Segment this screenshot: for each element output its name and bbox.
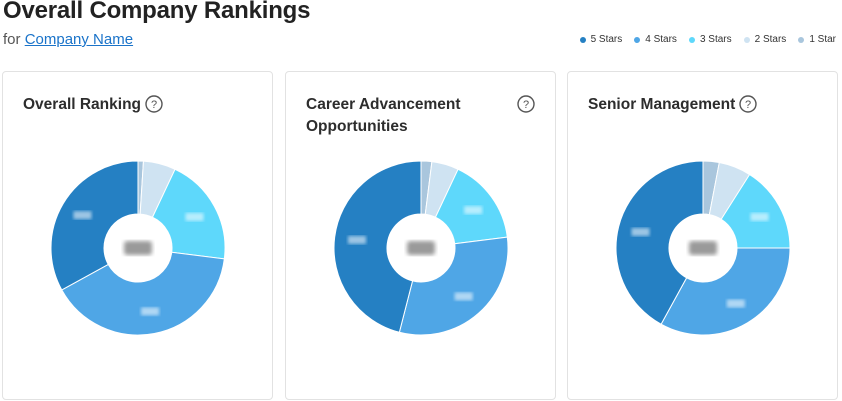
donut-slice-5-stars[interactable] (615, 160, 704, 325)
obscured-center-score (124, 241, 152, 255)
subtitle-prefix: for (3, 31, 21, 48)
card-title: Overall Ranking (23, 96, 142, 113)
legend-dot-icon (798, 36, 805, 43)
obscured-slice-label (348, 235, 367, 244)
question-circle-icon[interactable]: ? (145, 95, 163, 113)
card-senior-management: Senior Management ? (567, 71, 838, 400)
svg-text:?: ? (523, 99, 529, 111)
page-title: Overall Company Rankings (3, 0, 311, 24)
chart-legend: 5 Stars 4 Stars 3 Stars 2 Stars 1 Star (579, 34, 836, 45)
legend-label: 5 Stars (590, 34, 623, 45)
company-name-link[interactable]: Company Name (24, 31, 134, 48)
legend-dot-icon (743, 36, 750, 43)
obscured-slice-label (73, 211, 92, 220)
legend-dot-icon (688, 36, 695, 43)
subtitle: for Company Name (3, 31, 133, 48)
obscured-slice-label (750, 212, 769, 221)
donut-slice-5-stars[interactable] (50, 160, 139, 291)
card-title: Career Advancement Opportunities (306, 96, 461, 135)
legend-dot-icon (634, 36, 641, 43)
legend-dot-icon (579, 36, 586, 43)
obscured-slice-label (726, 299, 745, 308)
card-overall-ranking: Overall Ranking ? (2, 71, 273, 400)
legend-label: 1 Star (809, 34, 836, 45)
obscured-center-score (689, 241, 717, 255)
donut-slice-4-stars[interactable] (660, 247, 791, 336)
obscured-slice-label (141, 307, 160, 316)
donut-chart-career-advancement (333, 160, 509, 336)
card-career-advancement: Career Advancement Opportunities ? (285, 71, 556, 400)
svg-text:?: ? (745, 99, 751, 111)
svg-text:?: ? (151, 99, 157, 111)
legend-item-5-stars[interactable]: 5 Stars (579, 34, 623, 45)
legend-label: 4 Stars (645, 34, 677, 45)
question-circle-icon[interactable]: ? (517, 95, 535, 113)
legend-item-4-stars[interactable]: 4 Stars (634, 34, 677, 45)
obscured-slice-label (464, 206, 483, 215)
donut-slice-5-stars[interactable] (333, 160, 422, 333)
card-title: Senior Management (588, 96, 736, 113)
obscured-center-score (407, 241, 435, 255)
donut-chart-senior-management (615, 160, 791, 336)
legend-item-1-star[interactable]: 1 Star (798, 34, 836, 45)
legend-label: 3 Stars (699, 34, 732, 45)
obscured-slice-label (185, 212, 204, 221)
donut-chart-overall-ranking (50, 160, 226, 336)
legend-label: 2 Stars (754, 34, 787, 45)
legend-item-3-stars[interactable]: 3 Stars (688, 34, 732, 45)
obscured-slice-label (631, 227, 650, 236)
obscured-slice-label (454, 292, 473, 301)
question-circle-icon[interactable]: ? (739, 95, 757, 113)
legend-item-2-stars[interactable]: 2 Stars (743, 34, 787, 45)
donut-slice-4-stars[interactable] (61, 251, 225, 336)
donut-slice-4-stars[interactable] (398, 236, 509, 336)
